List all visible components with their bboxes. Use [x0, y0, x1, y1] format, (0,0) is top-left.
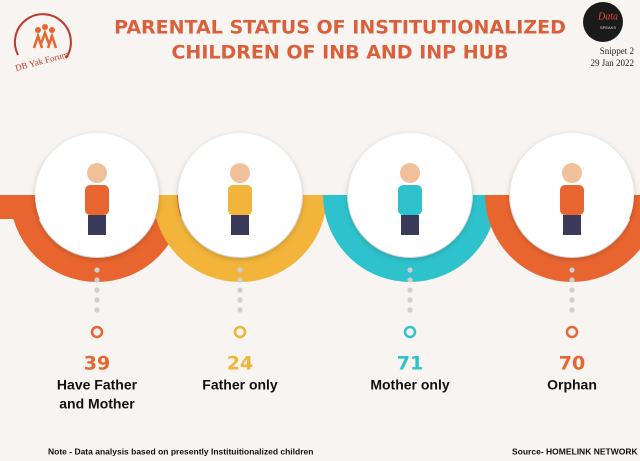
value: 70 — [559, 353, 585, 375]
dot — [237, 287, 242, 292]
icon-body — [398, 185, 422, 215]
icon-head — [230, 163, 250, 183]
value: 71 — [397, 353, 423, 375]
dot — [407, 287, 412, 292]
dot — [407, 267, 412, 272]
dot — [237, 267, 242, 272]
dot — [569, 277, 574, 282]
icon-legs — [563, 215, 581, 235]
icon — [398, 163, 422, 235]
dot — [94, 297, 99, 302]
label: Have Father — [57, 377, 138, 393]
dot — [569, 287, 574, 292]
dot — [94, 267, 99, 272]
icon — [85, 163, 109, 235]
badge: Data SPEAKS — [583, 2, 623, 42]
dot — [569, 307, 574, 312]
note: Note - Data analysis based on presently … — [48, 446, 313, 456]
dot — [569, 297, 574, 302]
title-line: PARENTAL STATUS OF INSTITUTIONALIZED — [114, 17, 566, 39]
date: 29 Jan 2022 — [591, 58, 635, 68]
label: Mother only — [370, 377, 450, 393]
page: DB Yak Forum PARENTAL STATUS OF INSTITUT… — [0, 0, 640, 461]
dot — [407, 307, 412, 312]
value: 24 — [227, 353, 253, 375]
dot — [407, 297, 412, 302]
infographic: DB Yak Forum PARENTAL STATUS OF INSTITUT… — [0, 0, 640, 461]
icon-head — [400, 163, 420, 183]
icon-body — [560, 185, 584, 215]
dot — [569, 267, 574, 272]
icon-legs — [231, 215, 249, 235]
dot — [94, 287, 99, 292]
label: and Mother — [59, 396, 135, 412]
label: Father only — [202, 377, 278, 393]
icon-body — [228, 185, 252, 215]
icon-head — [562, 163, 582, 183]
title-line: CHILDREN OF INB AND INP HUB — [171, 42, 508, 64]
source: Source- HOMELINK NETWORK — [512, 446, 638, 456]
dot — [237, 307, 242, 312]
badge-subtext: SPEAKS — [600, 25, 616, 30]
badge-text: Data — [597, 11, 618, 22]
icon-head — [87, 163, 107, 183]
dot — [237, 297, 242, 302]
icon-legs — [401, 215, 419, 235]
label: Orphan — [547, 377, 597, 393]
dot — [94, 307, 99, 312]
snippet: Snippet 2 — [600, 46, 634, 56]
icon-body — [85, 185, 109, 215]
dot — [94, 277, 99, 282]
value: 39 — [84, 353, 110, 375]
dot — [237, 277, 242, 282]
dot — [407, 277, 412, 282]
icon-legs — [88, 215, 106, 235]
icon — [560, 163, 584, 235]
icon — [228, 163, 252, 235]
